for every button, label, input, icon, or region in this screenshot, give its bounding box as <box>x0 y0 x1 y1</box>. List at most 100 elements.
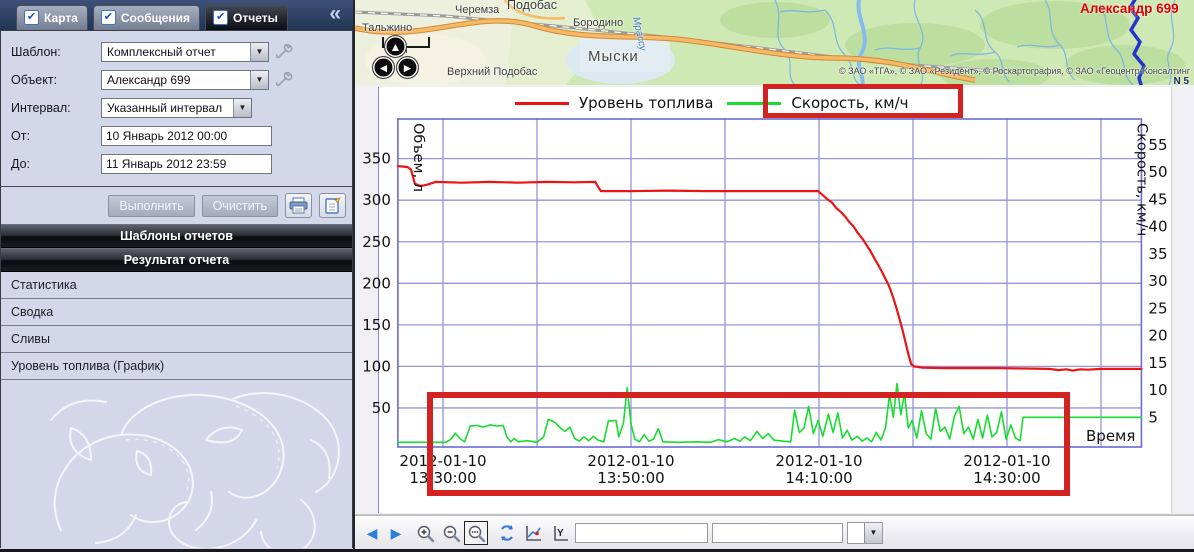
map-viewport[interactable]: Тальжино Черемза Подобас Бородино Мыски … <box>355 0 1194 87</box>
chart-settings-button[interactable] <box>521 521 545 545</box>
chart-combo-select[interactable]: ▼ <box>847 522 883 544</box>
vehicle-name-label: Александр 699 <box>1080 1 1179 16</box>
object-select[interactable]: Александр 699 ▼ <box>101 69 269 90</box>
svg-text:350: 350 <box>362 150 391 168</box>
svg-text:10: 10 <box>1148 381 1167 399</box>
export-button[interactable] <box>319 193 346 218</box>
speed-line-swatch <box>727 101 782 105</box>
svg-text:2012-01-10: 2012-01-10 <box>775 452 862 470</box>
svg-text:5: 5 <box>1148 408 1158 426</box>
svg-text:150: 150 <box>362 316 391 334</box>
tab-reports[interactable]: ✔ Отчеты <box>205 5 288 30</box>
result-item-drains[interactable]: Сливы <box>1 326 352 353</box>
fuel-legend-label: Уровень топлива <box>579 94 714 112</box>
svg-text:35: 35 <box>1148 245 1167 263</box>
svg-text:40: 40 <box>1148 218 1167 236</box>
pan-left-button[interactable]: ◄ <box>372 56 395 79</box>
svg-text:Объем, л: Объем, л <box>410 123 426 192</box>
legend-fuel: Уровень топлива <box>515 94 713 112</box>
run-report-button[interactable]: Выполнить <box>108 194 195 217</box>
clear-button[interactable]: Очистить <box>201 194 278 217</box>
map-checkbox[interactable]: ✔ <box>24 10 39 25</box>
map-canvas <box>355 0 1194 85</box>
result-item-statistics[interactable]: Статистика <box>1 272 352 299</box>
template-select[interactable]: Комплексный отчет ▼ <box>101 41 269 62</box>
map-label-myski: Мыски <box>588 48 639 65</box>
refresh-icon <box>501 525 513 541</box>
map-pan-controls: m ▲ ◄ ► <box>372 33 436 79</box>
window-bottom-edge <box>0 549 1194 552</box>
chevron-down-icon[interactable]: ▼ <box>233 98 251 117</box>
svg-text:14:30:00: 14:30:00 <box>973 469 1040 487</box>
pan-up-button[interactable]: ▲ <box>384 35 407 58</box>
zoom-in-icon <box>417 525 434 542</box>
svg-text:20: 20 <box>1148 327 1167 345</box>
tab-map-label: Карта <box>44 10 78 25</box>
chart-filter-input-1[interactable] <box>575 523 708 543</box>
zoom-in-button[interactable] <box>413 521 437 545</box>
svg-text:14:10:00: 14:10:00 <box>785 469 852 487</box>
chart-filter-input-2[interactable] <box>712 523 843 543</box>
tab-messages[interactable]: ✔ Сообщения <box>92 5 201 30</box>
report-panel: Шаблон: Комплексный отчет ▼ Объект: Алек… <box>0 30 353 548</box>
print-button[interactable] <box>285 193 312 218</box>
svg-text:300: 300 <box>362 191 391 209</box>
wrench-icon[interactable] <box>276 43 294 60</box>
date-from-input[interactable] <box>101 125 272 146</box>
tab-messages-label: Сообщения <box>120 10 191 25</box>
messages-checkbox[interactable]: ✔ <box>100 10 116 25</box>
y-axis-settings-button[interactable]: Y <box>548 521 572 545</box>
template-label: Шаблон: <box>11 44 61 59</box>
svg-text:100: 100 <box>362 357 391 375</box>
collapse-sidebar-icon[interactable]: « <box>329 2 341 25</box>
date-to-input[interactable] <box>101 153 272 174</box>
chevron-down-icon[interactable]: ▼ <box>864 523 882 543</box>
svg-text:50: 50 <box>1148 163 1167 181</box>
svg-text:13:30:00: 13:30:00 <box>409 469 476 487</box>
reports-checkbox[interactable]: ✔ <box>213 10 229 25</box>
main-area: Тальжино Черемза Подобас Бородино Мыски … <box>355 0 1194 552</box>
svg-text:25: 25 <box>1148 299 1167 317</box>
legend-speed: Скорость, км/ч <box>727 94 909 112</box>
interval-select[interactable]: Указанный интервал ▼ <box>101 97 252 118</box>
scroll-right-button[interactable]: ▶ <box>384 521 408 545</box>
map-copyright: © ЗАО «ТГА», © ЗАО «Резидент», © Роскарт… <box>839 66 1190 76</box>
svg-text:55: 55 <box>1148 136 1167 154</box>
svg-text:2012-01-10: 2012-01-10 <box>399 452 486 470</box>
export-report-icon <box>325 197 341 214</box>
sidebar: ✔ Карта ✔ Сообщения ✔ Отчеты « Шаблон: К… <box>0 0 355 552</box>
refresh-button[interactable] <box>495 521 519 545</box>
svg-text:2012-01-10: 2012-01-10 <box>963 452 1050 470</box>
section-report-templates[interactable]: Шаблоны отчетов <box>1 224 352 248</box>
chevron-down-icon[interactable]: ▼ <box>250 42 268 61</box>
printer-icon <box>289 197 308 214</box>
y-axis-icon: Y <box>553 525 568 541</box>
svg-text:30: 30 <box>1148 272 1167 290</box>
zoom-out-icon <box>443 525 460 542</box>
chart-legend: Уровень топлива Скорость, км/ч <box>515 94 909 112</box>
svg-text:Время: Время <box>1086 427 1135 445</box>
report-form: Шаблон: Комплексный отчет ▼ Объект: Алек… <box>1 31 352 186</box>
object-label: Объект: <box>11 72 58 87</box>
vehicle-track <box>1128 0 1146 85</box>
wrench-icon[interactable] <box>276 71 294 88</box>
svg-text:13:50:00: 13:50:00 <box>597 469 664 487</box>
pan-right-button[interactable]: ► <box>396 56 419 79</box>
scroll-left-button[interactable]: ◀ <box>360 521 384 545</box>
result-item-summary[interactable]: Сводка <box>1 299 352 326</box>
zoom-out-button[interactable] <box>439 521 463 545</box>
speed-legend-label: Скорость, км/ч <box>791 94 909 112</box>
tab-reports-label: Отчеты <box>233 10 278 25</box>
result-item-fuel-chart[interactable]: Уровень топлива (График) <box>1 353 352 380</box>
zoom-fit-button[interactable] <box>464 521 488 545</box>
tab-map[interactable]: ✔ Карта <box>16 5 88 30</box>
map-label-verhniy-podobas: Верхний Подобас <box>447 66 538 78</box>
chevron-down-icon[interactable]: ▼ <box>250 70 268 89</box>
fuel-chart-panel: 350 300 250 200 150 100 50 55 50 45 40 35 30 25 20 15 10… <box>355 85 1194 515</box>
svg-text:Y: Y <box>557 528 564 539</box>
section-report-result[interactable]: Результат отчета <box>1 248 352 272</box>
dragon-watermark <box>1 380 352 548</box>
svg-text:200: 200 <box>362 274 391 292</box>
interval-label: Интервал: <box>11 100 71 115</box>
